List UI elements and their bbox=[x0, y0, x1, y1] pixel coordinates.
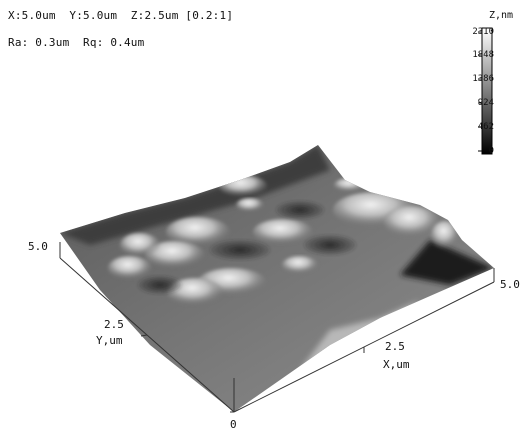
y-axis-title: Y,um bbox=[96, 334, 123, 347]
y-axis-mid-label: 2.5 bbox=[104, 318, 124, 331]
z-tick: 924 bbox=[477, 98, 494, 108]
x-axis-max-label: 5.0 bbox=[500, 278, 520, 291]
z-tick: 1386 bbox=[472, 74, 494, 84]
z-tick: 1848 bbox=[472, 50, 494, 60]
z-tick: 462 bbox=[477, 122, 494, 132]
origin-label: 0 bbox=[230, 418, 237, 431]
axis-frame bbox=[59, 242, 495, 413]
x-axis-mid-label: 2.5 bbox=[385, 340, 405, 353]
scan-size-readout: X:5.0um Y:5.0um Z:2.5um [0.2:1] bbox=[8, 9, 234, 22]
color-scale-bar bbox=[478, 27, 493, 155]
topography-surface bbox=[60, 145, 494, 412]
z-tick: 0 bbox=[488, 146, 494, 156]
x-axis-title: X,um bbox=[383, 358, 410, 371]
z-scale-title: Z,nm bbox=[489, 10, 514, 21]
roughness-readout: Ra: 0.3um Rq: 0.4um bbox=[8, 36, 145, 49]
z-tick: 2310 bbox=[472, 27, 494, 37]
y-axis-max-label: 5.0 bbox=[28, 240, 48, 253]
